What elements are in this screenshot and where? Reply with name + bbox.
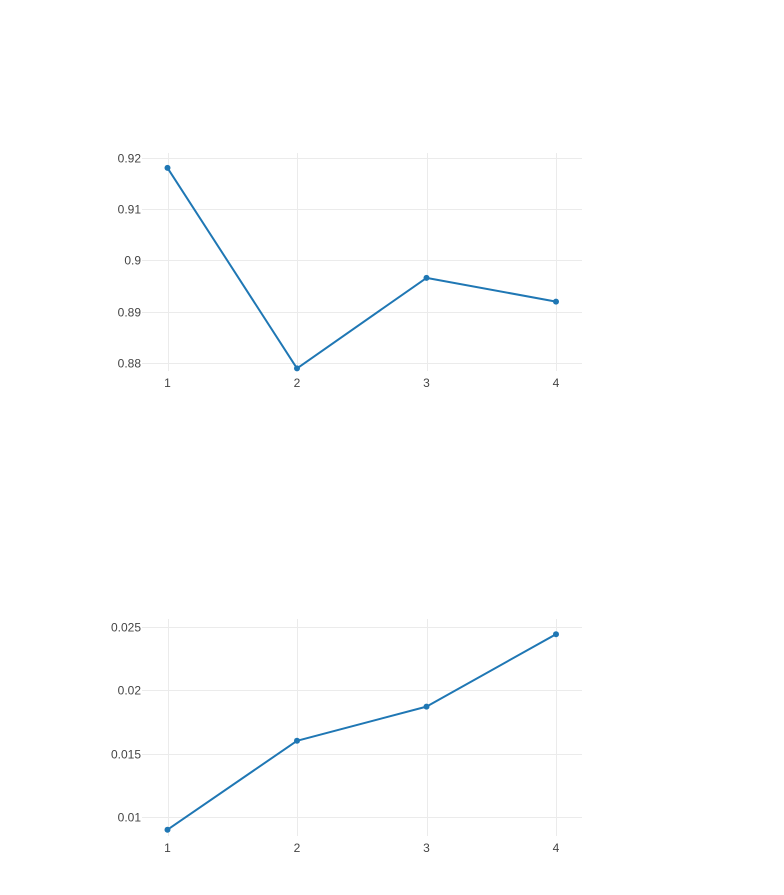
series-line xyxy=(166,166,557,370)
series-line xyxy=(166,633,557,831)
y-tick-label: 0.01 xyxy=(118,811,142,825)
data-point[interactable] xyxy=(423,274,430,281)
data-point[interactable] xyxy=(294,365,300,372)
data-point[interactable] xyxy=(553,298,559,305)
y-tick-label: 0.015 xyxy=(111,748,141,762)
x-tick-label: 4 xyxy=(553,376,560,390)
x-tick-label: 3 xyxy=(423,841,430,855)
x-tick-label: 2 xyxy=(294,376,301,390)
y-tick-label: 0.91 xyxy=(118,203,142,217)
y-tick-label: 0.02 xyxy=(118,684,142,698)
data-point[interactable] xyxy=(164,826,171,833)
data-point[interactable] xyxy=(164,164,171,171)
data-point[interactable] xyxy=(294,737,300,744)
data-point[interactable] xyxy=(423,703,430,710)
chart-2: 0.01 0.015 0.02 0.025 1 2 3 4 xyxy=(111,619,582,855)
x-tick-label: 1 xyxy=(164,376,171,390)
data-point[interactable] xyxy=(553,631,559,638)
y-tick-label: 0.025 xyxy=(111,621,141,635)
y-tick-label: 0.9 xyxy=(124,254,141,268)
y-tick-label: 0.92 xyxy=(118,152,142,166)
x-tick-label: 2 xyxy=(294,841,301,855)
x-tick-label: 1 xyxy=(164,841,171,855)
y-tick-label: 0.89 xyxy=(118,306,142,320)
chart-1: 0.88 0.89 0.9 0.91 0.92 1 2 3 4 xyxy=(118,152,582,390)
y-tick-label: 0.88 xyxy=(118,357,142,371)
x-tick-label: 4 xyxy=(553,841,560,855)
x-tick-label: 3 xyxy=(423,376,430,390)
